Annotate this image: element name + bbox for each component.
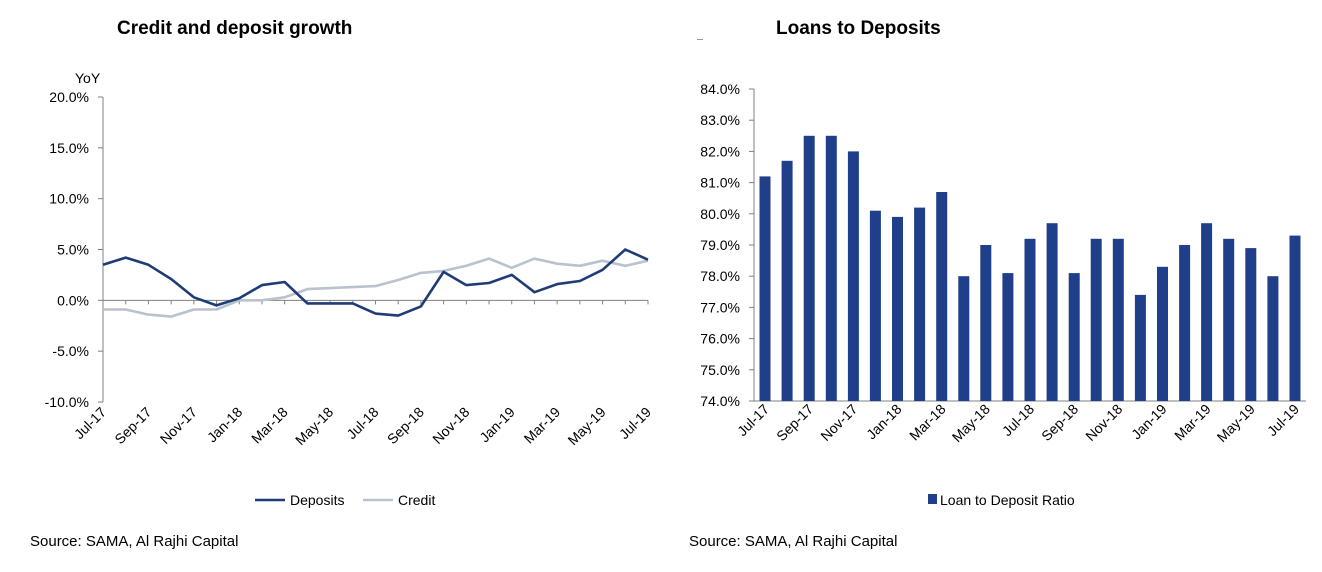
- y-tick-label: 78.0%: [700, 268, 740, 284]
- legend-swatch-ltd: [928, 494, 937, 504]
- source-note-ltd: Source: SAMA, Al Rajhi Capital: [689, 533, 898, 550]
- bar: [1267, 276, 1279, 401]
- x-tick-label: Jul-19: [1264, 401, 1302, 439]
- bar: [1179, 245, 1191, 401]
- x-tick-label: Jan-18: [204, 404, 246, 446]
- bar: [825, 135, 837, 402]
- bar: [1134, 294, 1146, 401]
- y-tick-label: 10.0%: [49, 191, 89, 207]
- x-tick-label: Sep-17: [773, 401, 816, 444]
- x-tick-label: Nov-17: [157, 404, 200, 447]
- legend-label-ltd: Loan to Deposit Ratio: [940, 492, 1075, 508]
- x-tick-label: Mar-19: [1171, 401, 1214, 444]
- y-tick-label: 84.0%: [700, 81, 740, 97]
- bar: [781, 160, 793, 401]
- bar: [1245, 248, 1257, 401]
- bar: [1157, 266, 1168, 401]
- chart-title-growth: Credit and deposit growth: [117, 18, 353, 39]
- bar: [1223, 238, 1235, 401]
- x-tick-label: Mar-18: [248, 404, 291, 447]
- y-tick-label: 15.0%: [49, 140, 89, 156]
- y-tick-label: 76.0%: [700, 331, 740, 347]
- x-tick-label: Mar-18: [906, 401, 949, 444]
- bar: [759, 176, 771, 401]
- x-tick-label: Sep-17: [111, 404, 154, 447]
- y-axis-label: YoY: [75, 70, 101, 86]
- x-tick-label: Jul-18: [999, 401, 1037, 439]
- bar: [869, 210, 881, 401]
- divider-mark: [697, 39, 703, 40]
- y-tick-label: 81.0%: [700, 175, 740, 191]
- legend-label-credit: Credit: [398, 492, 435, 508]
- bar: [914, 207, 926, 401]
- bar-chart: 84.0% 83.0% 82.0% 81.0% 80.0% 79.0% 78.0% 77.0%…: [700, 81, 1306, 508]
- bar: [847, 151, 859, 401]
- bar: [1046, 223, 1058, 401]
- y-tick-label: 0.0%: [57, 292, 89, 308]
- chart-title-ltd: Loans to Deposits: [776, 18, 941, 39]
- y-tick-label: 5.0%: [57, 242, 89, 258]
- bar: [1112, 238, 1124, 401]
- bar: [936, 192, 948, 401]
- y-tick-label: 20.0%: [49, 89, 89, 105]
- bar: [1068, 273, 1080, 401]
- bar: [1024, 238, 1036, 401]
- x-tick-label: Jan-19: [476, 404, 518, 446]
- x-tick-label: May-18: [949, 401, 993, 445]
- y-tick-label: 74.0%: [700, 393, 740, 409]
- loans-to-deposits-panel: Loans to Deposits 84.0% 83.0% 82.0% 81.0% 80…: [660, 0, 1322, 572]
- x-tick-label: May-18: [292, 404, 336, 448]
- x-tick-label: Nov-17: [817, 401, 860, 444]
- bar: [1201, 223, 1213, 401]
- x-tick-label: Nov-18: [1082, 401, 1125, 444]
- y-tick-label: 79.0%: [700, 237, 740, 253]
- credit-deposit-growth-panel: Credit and deposit growth YoY 20.0% 15.0% 1…: [0, 0, 660, 572]
- series-line-deposits: [102, 248, 649, 317]
- y-tick-label: 83.0%: [700, 112, 740, 128]
- bar: [958, 276, 970, 401]
- source-note-growth: Source: SAMA, Al Rajhi Capital: [30, 533, 239, 550]
- series-line-credit: [103, 257, 649, 318]
- y-tick-label: 77.0%: [700, 299, 740, 315]
- bar: [803, 135, 815, 402]
- x-tick-label: May-19: [1214, 401, 1258, 445]
- y-tick-label: 82.0%: [700, 143, 740, 159]
- x-tick-label: Nov-18: [429, 404, 472, 447]
- y-tick-label: -10.0%: [45, 394, 89, 410]
- bar: [892, 216, 903, 401]
- y-tick-label: -5.0%: [52, 343, 89, 359]
- x-tick-label: May-19: [564, 404, 608, 448]
- x-tick-label: Jul-18: [343, 404, 381, 442]
- legend-label-deposits: Deposits: [290, 492, 344, 508]
- x-tick-label: Mar-19: [521, 404, 564, 447]
- line-chart: YoY 20.0% 15.0% 10.0% 5.0% 0.0% -5.0% -10.0% Jul…: [45, 70, 655, 508]
- bar: [1289, 235, 1301, 401]
- x-tick-label: Jan-19: [1128, 401, 1170, 443]
- x-tick-label: Jan-18: [863, 401, 905, 443]
- y-tick-label: 75.0%: [700, 362, 740, 378]
- bar: [1090, 238, 1102, 401]
- y-tick-label: 80.0%: [700, 206, 740, 222]
- x-tick-label: Jul-19: [616, 404, 654, 442]
- x-tick-label: Sep-18: [1038, 401, 1081, 444]
- bar: [1002, 273, 1014, 401]
- bar: [980, 245, 992, 401]
- x-tick-label: Sep-18: [384, 404, 427, 447]
